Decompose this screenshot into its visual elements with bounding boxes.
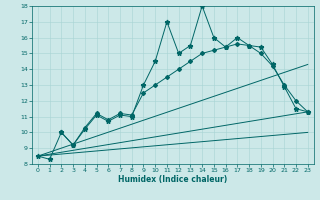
X-axis label: Humidex (Indice chaleur): Humidex (Indice chaleur) <box>118 175 228 184</box>
